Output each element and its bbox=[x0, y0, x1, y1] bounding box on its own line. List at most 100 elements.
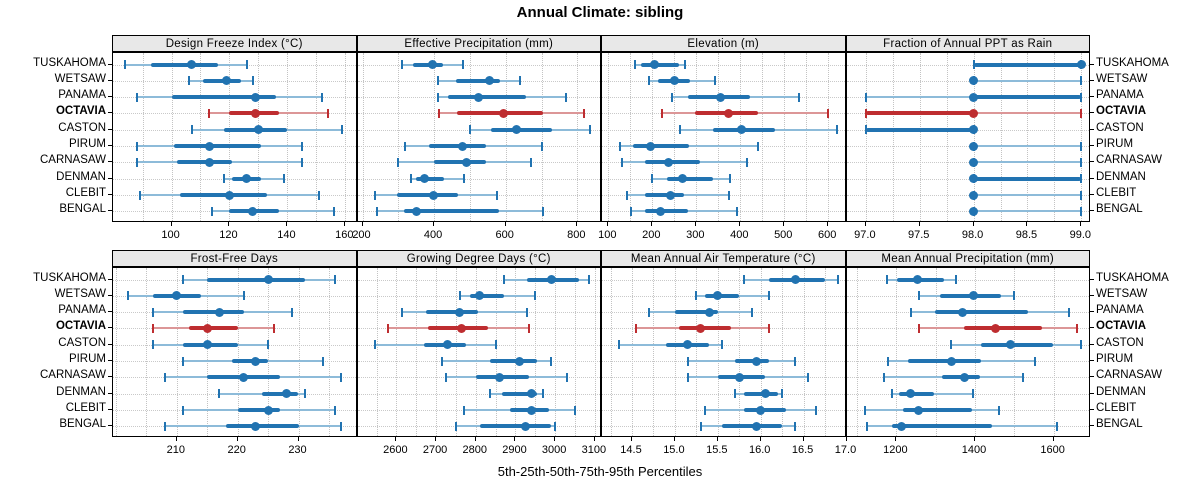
axis-tick bbox=[759, 437, 761, 441]
whisker-cap-high bbox=[566, 372, 569, 382]
station-label-right-carnasaw: CARNASAW bbox=[1096, 369, 1163, 382]
panel-header-mean-annual-air-temperature-c: Mean Annual Air Temperature (°C) bbox=[601, 250, 846, 267]
station-label-left-denman: DENMAN bbox=[56, 385, 106, 398]
axis-tick bbox=[433, 222, 435, 226]
whisker-cap-high bbox=[728, 190, 731, 200]
panel-header-design-freeze-index-c: Design Freeze Index (°C) bbox=[112, 35, 357, 52]
median-dot-panama bbox=[474, 92, 484, 102]
whisker-cap-high bbox=[797, 92, 800, 102]
gridline-vertical bbox=[1000, 53, 1002, 221]
whisker-cap-low bbox=[397, 157, 400, 167]
station-label-left-pirum: PIRUM bbox=[68, 353, 106, 366]
row-tick-left bbox=[108, 343, 112, 345]
whisker-cap-high bbox=[757, 141, 760, 151]
median-dot-clebit bbox=[526, 405, 536, 415]
whisker-cap-high bbox=[794, 421, 797, 431]
axis-tick-label: 2600 bbox=[383, 444, 408, 456]
row-tick-right bbox=[1090, 343, 1094, 345]
iqr-bar-denman bbox=[666, 176, 713, 181]
panel-plot-effective-precipitation-mm bbox=[356, 52, 601, 222]
median-dot-caston bbox=[1005, 340, 1015, 350]
axis-tick-label: 1400 bbox=[961, 444, 987, 456]
whisker-cap-high bbox=[542, 389, 545, 399]
whisker-cap-high bbox=[1080, 76, 1083, 86]
median-dot-tuskahoma bbox=[790, 275, 800, 284]
station-label-right-clebit: CLEBIT bbox=[1096, 187, 1137, 200]
axis-tick bbox=[827, 222, 829, 226]
iqr-bar-caston bbox=[865, 127, 974, 132]
axis-tick-label: 14.5 bbox=[620, 444, 642, 456]
median-dot-caston bbox=[511, 125, 521, 135]
station-label-right-octavia: OCTAVIA bbox=[1096, 105, 1147, 118]
gridline-vertical bbox=[475, 268, 477, 436]
whisker-cap-low bbox=[679, 125, 682, 135]
axis-tick-label: 15.5 bbox=[706, 444, 728, 456]
whisker-cap-high bbox=[341, 125, 344, 135]
whisker-cap-low bbox=[373, 340, 376, 350]
axis-tick bbox=[895, 437, 897, 441]
row-tick-right bbox=[1090, 425, 1094, 427]
median-dot-carnasaw bbox=[204, 157, 214, 167]
row-guide-line bbox=[602, 279, 845, 281]
axis-tick bbox=[918, 222, 920, 226]
whisker-cap-low bbox=[124, 60, 127, 69]
median-dot-denman bbox=[906, 389, 916, 399]
iqr-bar-pirum bbox=[174, 144, 262, 149]
station-label-right-pirum: PIRUM bbox=[1096, 353, 1134, 366]
whisker-cap-low bbox=[864, 405, 867, 415]
gridline-vertical bbox=[505, 53, 507, 221]
gridline-vertical bbox=[268, 268, 270, 436]
whisker-cap-low bbox=[454, 421, 457, 431]
axis-tick-label: 100 bbox=[161, 229, 180, 241]
gridline-vertical bbox=[782, 268, 784, 436]
gridline-vertical bbox=[535, 268, 537, 436]
axis-tick-label: 2700 bbox=[422, 444, 448, 456]
iqr-bar-denman bbox=[416, 176, 444, 181]
iqr-bar-panama bbox=[426, 310, 478, 315]
gridline-vertical bbox=[287, 53, 289, 221]
gridline-vertical bbox=[171, 53, 173, 221]
median-dot-panama bbox=[214, 307, 224, 317]
station-label-left-tuskahoma: TUSKAHOMA bbox=[33, 271, 106, 284]
iqr-bar-clebit bbox=[396, 193, 459, 198]
axis-tick bbox=[1052, 437, 1054, 441]
whisker-cap-low bbox=[409, 174, 412, 184]
percentile-whisker-pirum bbox=[620, 145, 759, 148]
axis-tick bbox=[554, 437, 556, 441]
median-dot-pirum bbox=[458, 141, 468, 151]
whisker-cap-low bbox=[187, 76, 190, 86]
axis-tick-label: 97.5 bbox=[908, 229, 930, 241]
axis-tick-label: 16.0 bbox=[748, 444, 771, 456]
whisker-cap-high bbox=[340, 421, 343, 431]
whisker-cap-low bbox=[635, 323, 638, 333]
gridline-vertical bbox=[825, 268, 827, 436]
median-dot-clebit bbox=[263, 405, 273, 415]
gridline-vertical bbox=[674, 268, 676, 436]
axis-tick bbox=[228, 222, 230, 226]
gridline-vertical bbox=[828, 53, 830, 221]
median-dot-panama bbox=[957, 307, 967, 317]
station-label-right-clebit: CLEBIT bbox=[1096, 402, 1137, 415]
panel-plot-mean-annual-air-temperature-c bbox=[601, 267, 846, 437]
whisker-cap-low bbox=[374, 190, 377, 200]
iqr-bar-panama bbox=[171, 95, 276, 100]
row-tick-left bbox=[108, 425, 112, 427]
whisker-cap-low bbox=[619, 141, 622, 151]
row-tick-left bbox=[108, 161, 112, 163]
axis-tick-label: 16.5 bbox=[791, 444, 814, 456]
iqr-bar-pirum bbox=[908, 359, 981, 364]
median-dot-tuskahoma bbox=[650, 60, 659, 69]
axis-tick bbox=[361, 222, 363, 226]
axis-tick bbox=[695, 222, 697, 226]
whisker-cap-low bbox=[222, 174, 225, 184]
gridline-vertical bbox=[865, 53, 867, 221]
iqr-bar-caston bbox=[981, 342, 1053, 347]
median-dot-caston bbox=[683, 340, 693, 350]
median-dot-tuskahoma bbox=[427, 60, 437, 69]
axis-tick-label: 98.0 bbox=[961, 229, 984, 241]
whisker-cap-low bbox=[436, 76, 439, 86]
axis-tick bbox=[435, 437, 437, 441]
row-tick-right bbox=[1090, 161, 1094, 163]
whisker-cap-high bbox=[751, 307, 754, 317]
panel-header-mean-annual-precipitation-mm: Mean Annual Precipitation (mm) bbox=[845, 250, 1090, 267]
